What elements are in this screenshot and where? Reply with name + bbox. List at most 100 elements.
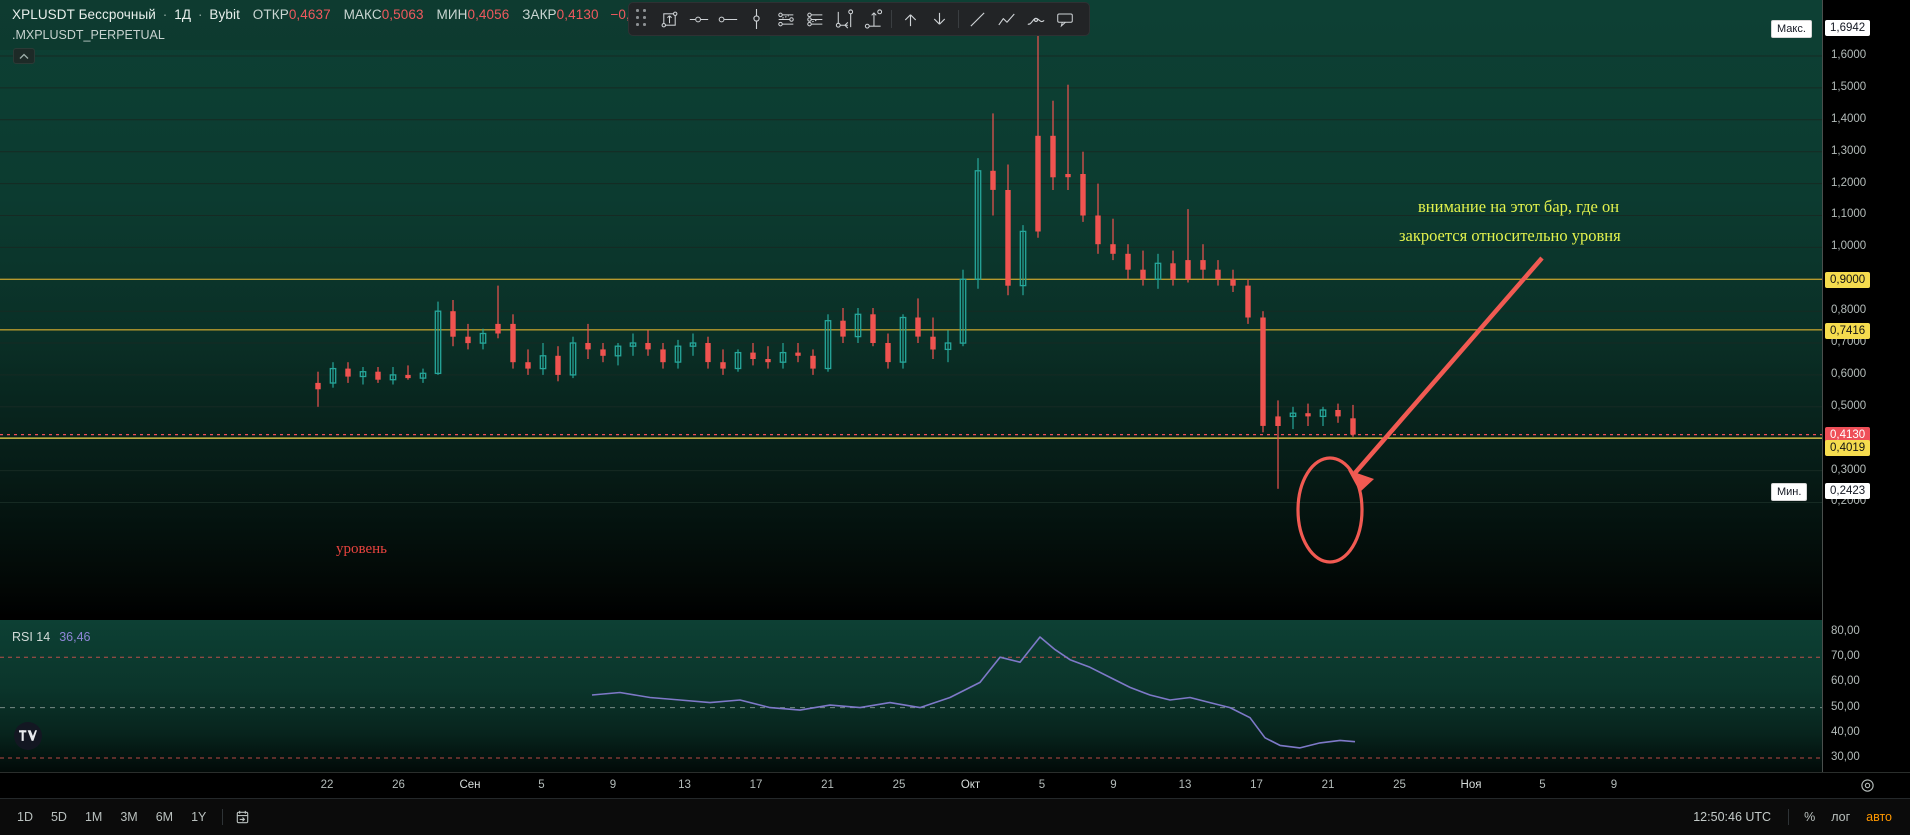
percent-scale-button[interactable]: % bbox=[1804, 810, 1816, 824]
rsi-legend[interactable]: RSI 14 36,46 bbox=[12, 630, 91, 644]
time-tick: 22 bbox=[320, 779, 334, 791]
floating-drawing-toolbar[interactable] bbox=[628, 2, 1090, 36]
timeframe-3m[interactable]: 3M bbox=[120, 810, 138, 824]
timeframe-1y[interactable]: 1Y bbox=[191, 810, 207, 824]
price-tick: 1,0000 bbox=[1831, 240, 1867, 253]
polyline-icon[interactable] bbox=[993, 6, 1020, 33]
auto-scale-button[interactable]: авто bbox=[1866, 810, 1892, 824]
arrow-up-icon[interactable] bbox=[897, 6, 924, 33]
timeframe-1m[interactable]: 1M bbox=[84, 810, 103, 824]
gear-icon[interactable] bbox=[1860, 778, 1876, 794]
annotation-note-line2[interactable]: закроется относительно уровня bbox=[1399, 226, 1621, 245]
time-tick: 9 bbox=[609, 779, 617, 791]
timeframe-6m[interactable]: 6M bbox=[155, 810, 174, 824]
timeframe-1d[interactable]: 1D bbox=[17, 810, 33, 824]
price-tick: 1,3000 bbox=[1831, 144, 1867, 157]
tradingview-logo[interactable] bbox=[14, 722, 42, 750]
ohlc-high-value: 0,5063 bbox=[381, 7, 424, 22]
level-label-text[interactable]: уровень bbox=[336, 541, 388, 557]
footer-separator-1 bbox=[222, 809, 224, 825]
time-tick: 5 bbox=[538, 779, 545, 791]
time-tick: 21 bbox=[821, 779, 834, 791]
ohlc-close-value: 0,4130 bbox=[556, 7, 599, 22]
price-tick: 1,4000 bbox=[1831, 112, 1867, 125]
symbol-name[interactable]: XPLUSDT Бессрочный bbox=[12, 7, 156, 22]
rsi-label: RSI 14 bbox=[12, 630, 51, 644]
time-tick: 21 bbox=[1321, 779, 1335, 791]
chevron-up-icon bbox=[19, 53, 29, 60]
ohlc-open-key: ОТКР bbox=[252, 7, 289, 22]
drag-handle-icon[interactable] bbox=[636, 9, 650, 29]
ohlc-open-value: 0,4637 bbox=[288, 7, 331, 22]
last-price-badge[interactable]: 0,4130 bbox=[1825, 427, 1871, 443]
time-tick: 17 bbox=[1250, 779, 1263, 791]
footer-separator-2 bbox=[1788, 809, 1790, 825]
callout-icon[interactable] bbox=[1051, 6, 1078, 33]
footer-right-group: 12:50:46 UTC % лог авто bbox=[1693, 806, 1910, 828]
time-axis[interactable]: 22 26 Сен 5 9 13 17 21 25 Окт 5 9 13 17 21 25 Ноя 5 9 bbox=[0, 772, 1910, 798]
pane-divider[interactable] bbox=[0, 617, 1822, 620]
secondary-symbol-label[interactable]: .MXPLUSDT_PERPETUAL bbox=[12, 28, 165, 42]
timeframe-list[interactable]: 1D 5D 1M 3M 6M 1Y bbox=[8, 806, 215, 828]
rsi-tick: 60,00 bbox=[1831, 675, 1860, 688]
rsi-tick: 40,00 bbox=[1831, 725, 1860, 738]
horizontal-line-icon[interactable] bbox=[714, 6, 741, 33]
price-axis[interactable]: Макс. 1,6942 1,6000 1,5000 1,4000 1,3000 1,2… bbox=[1771, 0, 1910, 772]
level-1-price-badge[interactable]: 0,9000 bbox=[1825, 272, 1871, 288]
low-marker-tag: Мин. bbox=[1771, 483, 1808, 501]
price-chart-pane[interactable] bbox=[0, 0, 1822, 617]
price-tick: 1,1000 bbox=[1831, 208, 1867, 221]
brush-icon[interactable] bbox=[1022, 6, 1049, 33]
ray-icon[interactable] bbox=[964, 6, 991, 33]
toolbar-separator-2 bbox=[958, 10, 959, 28]
long-position-icon[interactable] bbox=[859, 6, 886, 33]
pre-close-price-badge[interactable]: 0,4019 bbox=[1825, 440, 1871, 456]
time-tick: 13 bbox=[678, 779, 691, 791]
parallel-channel-icon[interactable] bbox=[772, 6, 799, 33]
price-tick: 0,5000 bbox=[1831, 399, 1867, 412]
measure-icon[interactable] bbox=[656, 6, 683, 33]
time-tick: Окт bbox=[960, 779, 981, 791]
rsi-indicator-pane[interactable] bbox=[0, 620, 1822, 772]
rsi-tick: 70,00 bbox=[1831, 650, 1860, 663]
time-tick: 5 bbox=[1539, 779, 1546, 791]
exchange-label[interactable]: Bybit bbox=[209, 7, 240, 22]
rsi-tick: 50,00 bbox=[1831, 700, 1860, 713]
ohlc-low-value: 0,4056 bbox=[467, 7, 510, 22]
trend-line-icon[interactable] bbox=[685, 6, 712, 33]
high-price-badge: 1,6942 bbox=[1825, 20, 1871, 36]
price-tick: 0,3000 bbox=[1831, 463, 1867, 476]
ohlc-close-key: ЗАКР bbox=[522, 7, 557, 22]
timeframe-5d[interactable]: 5D bbox=[50, 810, 67, 824]
time-tick: 25 bbox=[1393, 779, 1406, 791]
log-scale-button[interactable]: лог bbox=[1831, 810, 1851, 824]
legend-separator-1: · bbox=[162, 7, 168, 22]
ohlc-high-key: МАКС bbox=[343, 7, 382, 22]
rsi-tick: 80,00 bbox=[1831, 625, 1860, 637]
rsi-value: 36,46 bbox=[59, 630, 91, 644]
legend-separator-2: · bbox=[197, 7, 203, 22]
toolbar-separator-1 bbox=[891, 10, 892, 28]
vertical-line-icon[interactable] bbox=[743, 6, 770, 33]
flat-bottom-icon[interactable] bbox=[830, 6, 857, 33]
arrow-down-icon[interactable] bbox=[926, 6, 953, 33]
time-tick: 17 bbox=[749, 779, 763, 791]
legend-collapse-button[interactable] bbox=[13, 48, 35, 64]
pitchfork-icon[interactable] bbox=[801, 6, 828, 33]
time-tick: 26 bbox=[392, 779, 405, 791]
time-tick: 9 bbox=[1110, 779, 1117, 791]
rsi-tick: 30,00 bbox=[1831, 751, 1860, 763]
level-2-price-badge[interactable]: 0,7416 bbox=[1825, 323, 1871, 339]
price-tick: 0,7000 bbox=[1831, 336, 1867, 349]
price-tick: 0,8000 bbox=[1831, 304, 1867, 317]
calendar-forward-icon[interactable] bbox=[230, 806, 254, 828]
time-tick: 25 bbox=[892, 779, 906, 791]
annotation-note-line1[interactable]: внимание на этот бар, где он bbox=[1418, 197, 1620, 216]
low-price-badge: 0,2423 bbox=[1825, 483, 1871, 499]
interval-label[interactable]: 1Д bbox=[174, 7, 192, 22]
price-tick: 1,2000 bbox=[1831, 176, 1867, 189]
time-tick: Сен bbox=[459, 779, 481, 791]
clock-label: 12:50:46 UTC bbox=[1693, 810, 1772, 824]
time-tick: Ноя bbox=[1460, 779, 1482, 791]
